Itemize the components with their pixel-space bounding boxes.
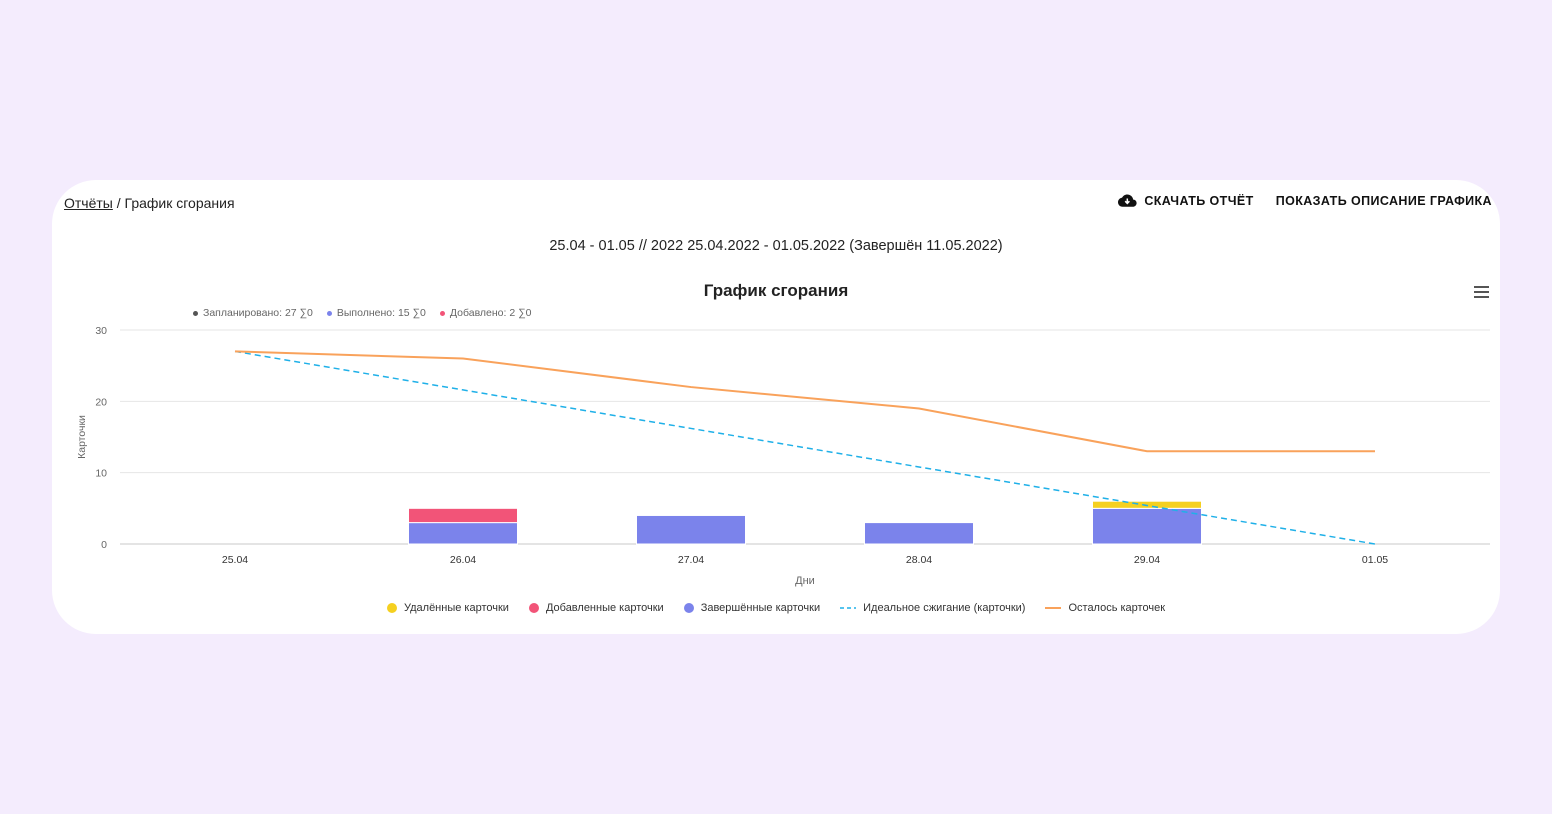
- legend-deleted-label: Удалённые карточки: [403, 602, 509, 614]
- x-tick-label: 27.04: [678, 554, 704, 566]
- x-tick-label: 29.04: [1134, 554, 1160, 566]
- x-tick-label: 01.05: [1362, 554, 1388, 566]
- legend-completed[interactable]: Завершённые карточки: [683, 602, 821, 614]
- legend-ideal-label: Идеальное сжигание (карточки): [863, 602, 1026, 614]
- breadcrumb: Отчёты / График сгорания: [64, 195, 235, 211]
- breadcrumb-current: График сгорания: [124, 195, 235, 211]
- breadcrumb-separator: /: [112, 195, 125, 211]
- added-dot: [439, 310, 445, 316]
- chart-legend: Удалённые карточки Добавленные карточки …: [52, 602, 1500, 614]
- x-tick-label: 26.04: [450, 554, 476, 566]
- report-card: Отчёты / График сгорания СКАЧАТЬ ОТЧЁТ П…: [52, 180, 1500, 634]
- legend-remaining-label: Осталось карточек: [1068, 602, 1166, 614]
- summary-planned: Запланировано: 27 ∑0: [193, 307, 313, 319]
- legend-added[interactable]: Добавленные карточки: [528, 602, 664, 614]
- cloud-download-icon: [1118, 194, 1137, 207]
- hamburger-menu-icon[interactable]: [1474, 286, 1489, 298]
- legend-completed-marker: [683, 603, 694, 613]
- legend-remaining-marker: [1045, 607, 1062, 609]
- x-tick-label: 25.04: [222, 554, 248, 566]
- y-tick-label: 20: [95, 396, 107, 408]
- x-tick-label: 28.04: [906, 554, 932, 566]
- bar: [408, 522, 518, 545]
- legend-added-label: Добавленные карточки: [545, 602, 664, 614]
- burndown-chart: 0 10 20 30 Карточки 25.04 26.04 27.04 28.04 29.04…: [76, 325, 1490, 587]
- chart-title: График сгорания: [703, 281, 849, 300]
- x-axis-label: Дни: [795, 575, 815, 587]
- y-tick-label: 0: [101, 539, 107, 551]
- summary-completed-label: Выполнено: 15 ∑0: [336, 307, 426, 319]
- bar: [1092, 507, 1202, 545]
- download-report-button[interactable]: СКАЧАТЬ ОТЧЁТ: [1118, 194, 1253, 208]
- bar: [864, 522, 974, 545]
- breadcrumb-reports-link[interactable]: Отчёты: [64, 195, 113, 211]
- completed-dot: [326, 310, 332, 316]
- planned-dot: [193, 310, 198, 316]
- legend-remaining[interactable]: Осталось карточек: [1045, 602, 1165, 614]
- legend-ideal[interactable]: Идеальное сжигание (карточки): [840, 602, 1025, 614]
- summary-planned-label: Запланировано: 27 ∑0: [203, 307, 313, 319]
- legend-deleted[interactable]: Удалённые карточки: [386, 602, 509, 614]
- remaining-cards-line: [234, 350, 1375, 453]
- bar: [636, 514, 746, 545]
- legend-added-marker: [528, 603, 539, 613]
- legend-ideal-marker: [840, 607, 857, 609]
- ideal-burn-line: [234, 350, 1376, 545]
- y-tick-label: 10: [95, 468, 107, 480]
- y-axis-label: Карточки: [76, 415, 88, 459]
- summary-added: Добавлено: 2 ∑0: [439, 307, 532, 319]
- summary-legend: Запланировано: 27 ∑0 Выполнено: 15 ∑0 До…: [193, 307, 531, 319]
- show-description-button[interactable]: ПОКАЗАТЬ ОПИСАНИЕ ГРАФИКА: [1275, 194, 1492, 208]
- y-tick-label: 30: [95, 325, 107, 337]
- toolbar: СКАЧАТЬ ОТЧЁТ ПОКАЗАТЬ ОПИСАНИЕ ГРАФИКА: [1118, 194, 1492, 208]
- sprint-period: 25.04 - 01.05 // 2022 25.04.2022 - 01.05…: [549, 238, 1003, 254]
- summary-added-label: Добавлено: 2 ∑0: [449, 307, 532, 319]
- summary-completed: Выполнено: 15 ∑0: [326, 307, 426, 319]
- bar: [408, 507, 518, 524]
- legend-deleted-marker: [386, 603, 397, 613]
- legend-completed-label: Завершённые карточки: [700, 602, 821, 614]
- download-report-label: СКАЧАТЬ ОТЧЁТ: [1144, 194, 1254, 208]
